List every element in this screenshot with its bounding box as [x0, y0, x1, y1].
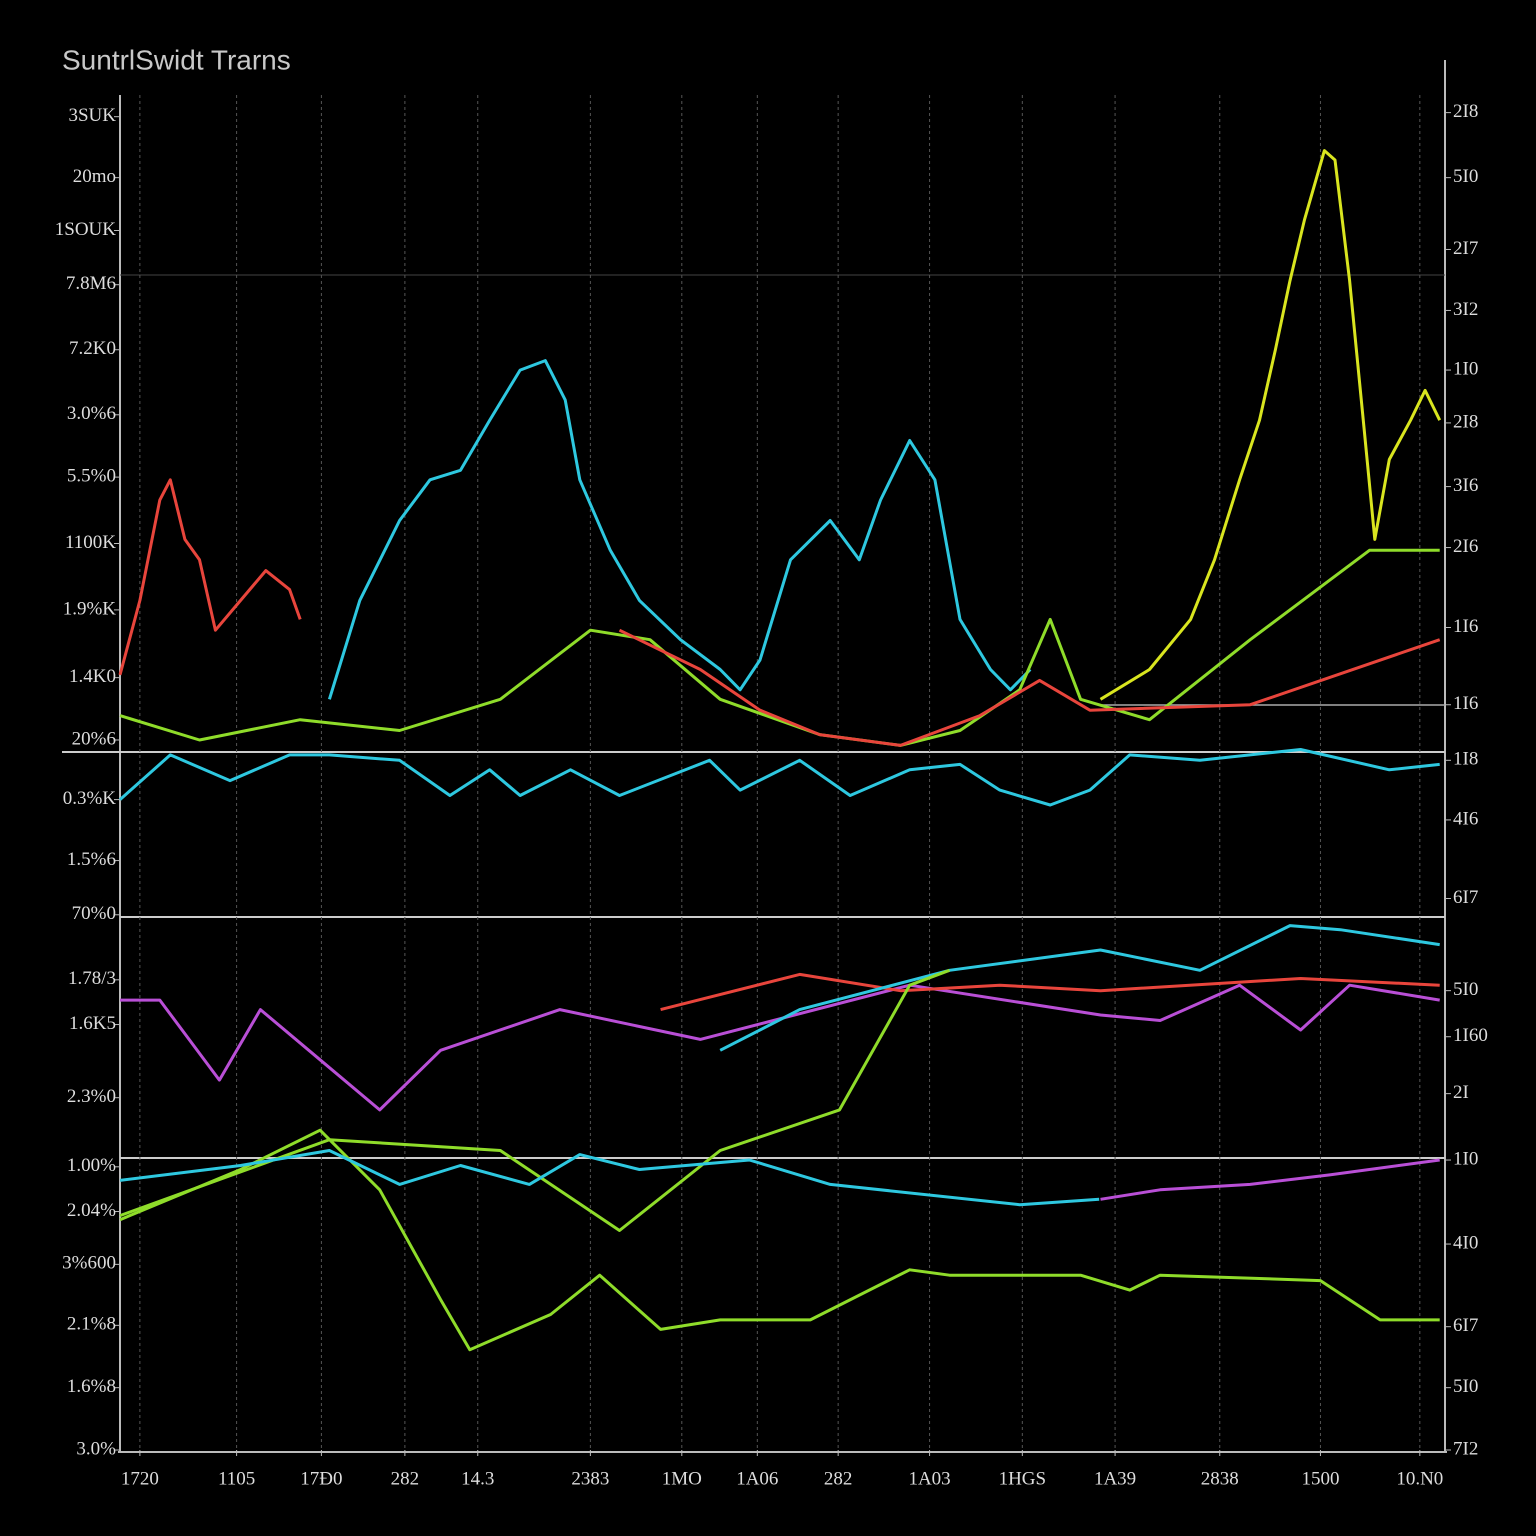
x-tick-label: 10.N0 — [1396, 1468, 1443, 1489]
y-tick-label: 1SOUK — [55, 219, 117, 240]
y2-tick-label: 3I2 — [1453, 299, 1478, 320]
x-tick-label: 1MO — [662, 1468, 702, 1489]
x-tick-label: 1A06 — [736, 1468, 778, 1489]
y2-tick-label: 4I6 — [1453, 808, 1478, 829]
x-tick-label: 2838 — [1201, 1468, 1239, 1489]
y2-tick-label: 5I0 — [1453, 166, 1478, 187]
y-tick-label: 3SUK — [68, 105, 116, 126]
line-series — [1099, 149, 1442, 701]
x-tick-label: 1105 — [218, 1468, 255, 1489]
y-tick-label: 20mo — [73, 166, 116, 187]
line-series — [120, 983, 1440, 1112]
line-series — [119, 1128, 1440, 1352]
y-tick-label: 1.00% — [67, 1155, 116, 1176]
line-series — [618, 628, 1441, 747]
y-tick-label: 1100K — [65, 532, 116, 553]
line-series — [719, 924, 1440, 1052]
y-tick-label: 1.4K0 — [69, 666, 116, 687]
y2-tick-label: 1I0 — [1453, 358, 1478, 379]
y-tick-label: 3%600 — [62, 1253, 116, 1274]
y2-tick-label: 1I6 — [1453, 616, 1478, 637]
x-tick-label: 2383 — [571, 1468, 609, 1489]
y-tick-label: 0.3%K — [63, 788, 117, 809]
x-tick-label: 17Ð0 — [300, 1468, 342, 1489]
line-series — [118, 478, 302, 676]
chart-title: SuntrlSwidt Trarns — [62, 44, 291, 75]
y-tick-label: 70%0 — [72, 903, 116, 924]
y2-tick-label: 6I7 — [1453, 1315, 1478, 1336]
y2-tick-label: 2I8 — [1453, 411, 1478, 432]
y-tick-label: 5.5%0 — [67, 465, 116, 486]
line-series — [327, 359, 1032, 700]
y-tick-label: 2.1%8 — [67, 1314, 116, 1335]
y2-tick-label: 1I60 — [1453, 1025, 1488, 1046]
y-tick-label: 20%6 — [72, 728, 116, 749]
y-tick-label: 1.5%6 — [67, 849, 116, 870]
y-tick-label: 2.04% — [67, 1200, 116, 1221]
y-tick-label: 1.78/3 — [68, 968, 116, 989]
y2-tick-label: 3I6 — [1453, 475, 1478, 496]
line-series — [660, 972, 1440, 1012]
y2-tick-label: 2I8 — [1453, 101, 1478, 122]
y2-tick-label: 4I0 — [1453, 1232, 1478, 1253]
x-tick-label: 282 — [391, 1468, 420, 1489]
y2-tick-label: 6I7 — [1453, 887, 1478, 908]
y2-tick-label: 2I6 — [1453, 536, 1478, 557]
y2-tick-label: 1I6 — [1453, 693, 1478, 714]
y2-tick-label: 5I0 — [1453, 1376, 1478, 1397]
y2-tick-label: 2I — [1453, 1082, 1469, 1103]
y-tick-label: 3.0%6 — [67, 403, 116, 424]
line-series — [119, 968, 951, 1232]
y2-tick-label: 1I8 — [1453, 749, 1478, 770]
x-tick-label: 282 — [824, 1468, 853, 1489]
x-tick-label: 14.3 — [461, 1468, 494, 1489]
x-tick-label: 1A03 — [908, 1468, 950, 1489]
line-series — [1100, 1158, 1440, 1201]
y-tick-label: 3.0% — [76, 1438, 116, 1459]
y2-tick-label: 7I2 — [1453, 1438, 1478, 1459]
y2-tick-label: 1I0 — [1453, 1148, 1478, 1169]
line-series — [119, 1149, 1100, 1207]
y-tick-label: 1.6K5 — [69, 1013, 116, 1034]
y-tick-label: 7.2K0 — [69, 338, 116, 359]
y-tick-label: 7.8M6 — [66, 273, 116, 294]
y2-tick-label: 5I0 — [1453, 979, 1478, 1000]
y-tick-label: 1.9%K — [63, 598, 117, 619]
line-series — [119, 748, 1440, 807]
x-tick-label: 1A39 — [1094, 1468, 1136, 1489]
x-tick-label: 1500 — [1301, 1468, 1339, 1489]
x-tick-label: 1HGS — [999, 1468, 1047, 1489]
y-tick-label: 1.6%8 — [67, 1376, 116, 1397]
y-tick-label: 2.3%0 — [67, 1086, 116, 1107]
x-tick-label: 1720 — [121, 1468, 159, 1489]
y2-tick-label: 2I7 — [1453, 238, 1478, 259]
